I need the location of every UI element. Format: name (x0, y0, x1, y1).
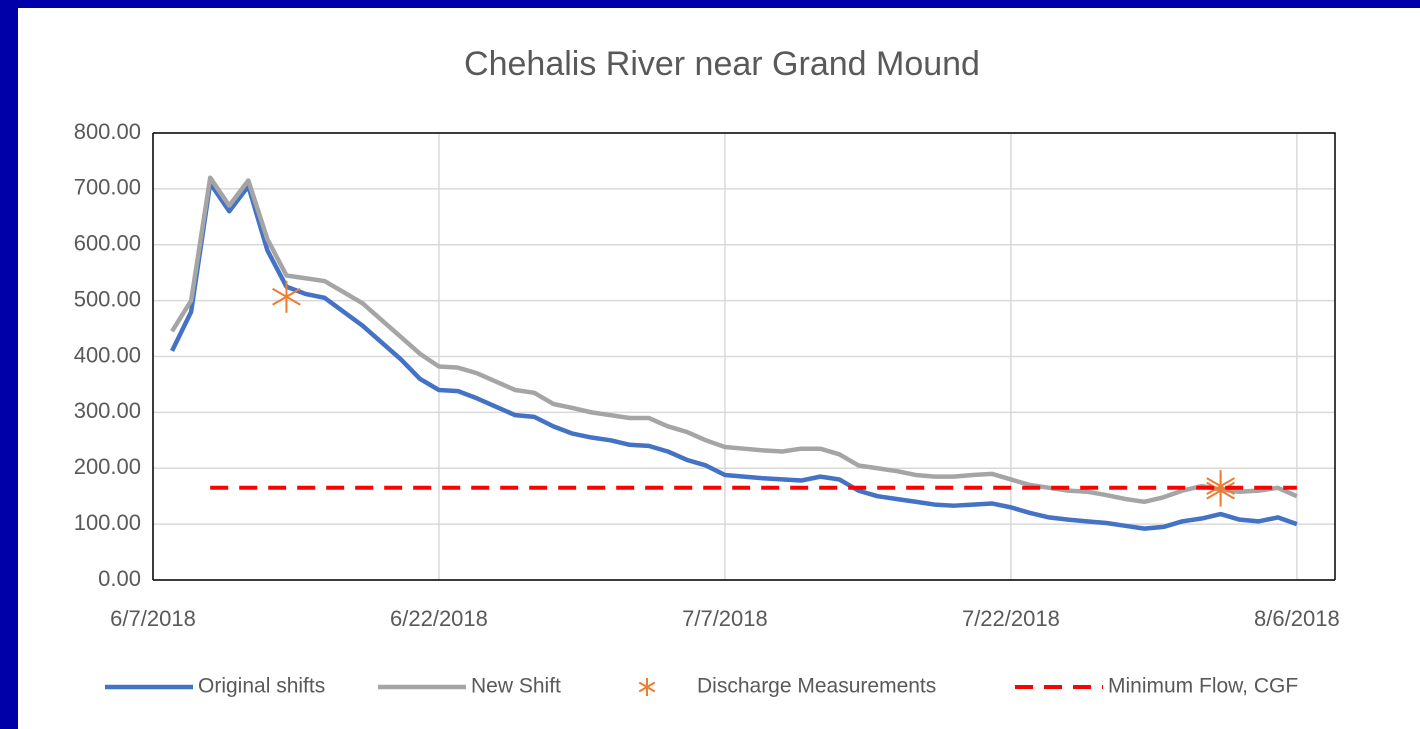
series-line (170, 181, 1298, 531)
x-tick-label: 8/6/2018 (1254, 606, 1340, 631)
plot-frame (153, 132, 1336, 580)
chart-title: Chehalis River near Grand Mound (464, 45, 980, 83)
data-marker (1206, 474, 1235, 507)
x-tick-label: 6/7/2018 (110, 606, 196, 631)
y-tick-label: 400.00 (74, 342, 141, 367)
chart-panel (18, 8, 1420, 729)
legend-label: Original shifts (198, 675, 325, 698)
y-tick-label: 800.00 (74, 119, 141, 144)
y-tick-label: 0.00 (98, 566, 141, 591)
x-tick-label: 6/22/2018 (390, 606, 488, 631)
y-tick-label: 100.00 (74, 510, 141, 535)
x-tick-label: 7/22/2018 (962, 606, 1060, 631)
y-tick-label: 700.00 (74, 175, 141, 200)
y-tick-label: 300.00 (74, 398, 141, 423)
legend-label: New Shift (471, 675, 561, 698)
y-tick-label: 500.00 (74, 286, 141, 311)
legend-label: Discharge Measurements (697, 675, 936, 698)
legend-marker (638, 678, 656, 696)
data-marker (272, 280, 301, 313)
x-tick-label: 7/7/2018 (682, 606, 768, 631)
series-line (170, 175, 1298, 505)
y-tick-label: 600.00 (74, 231, 141, 256)
y-tick-label: 200.00 (74, 454, 141, 479)
legend-label: Minimum Flow, CGF (1108, 675, 1298, 698)
